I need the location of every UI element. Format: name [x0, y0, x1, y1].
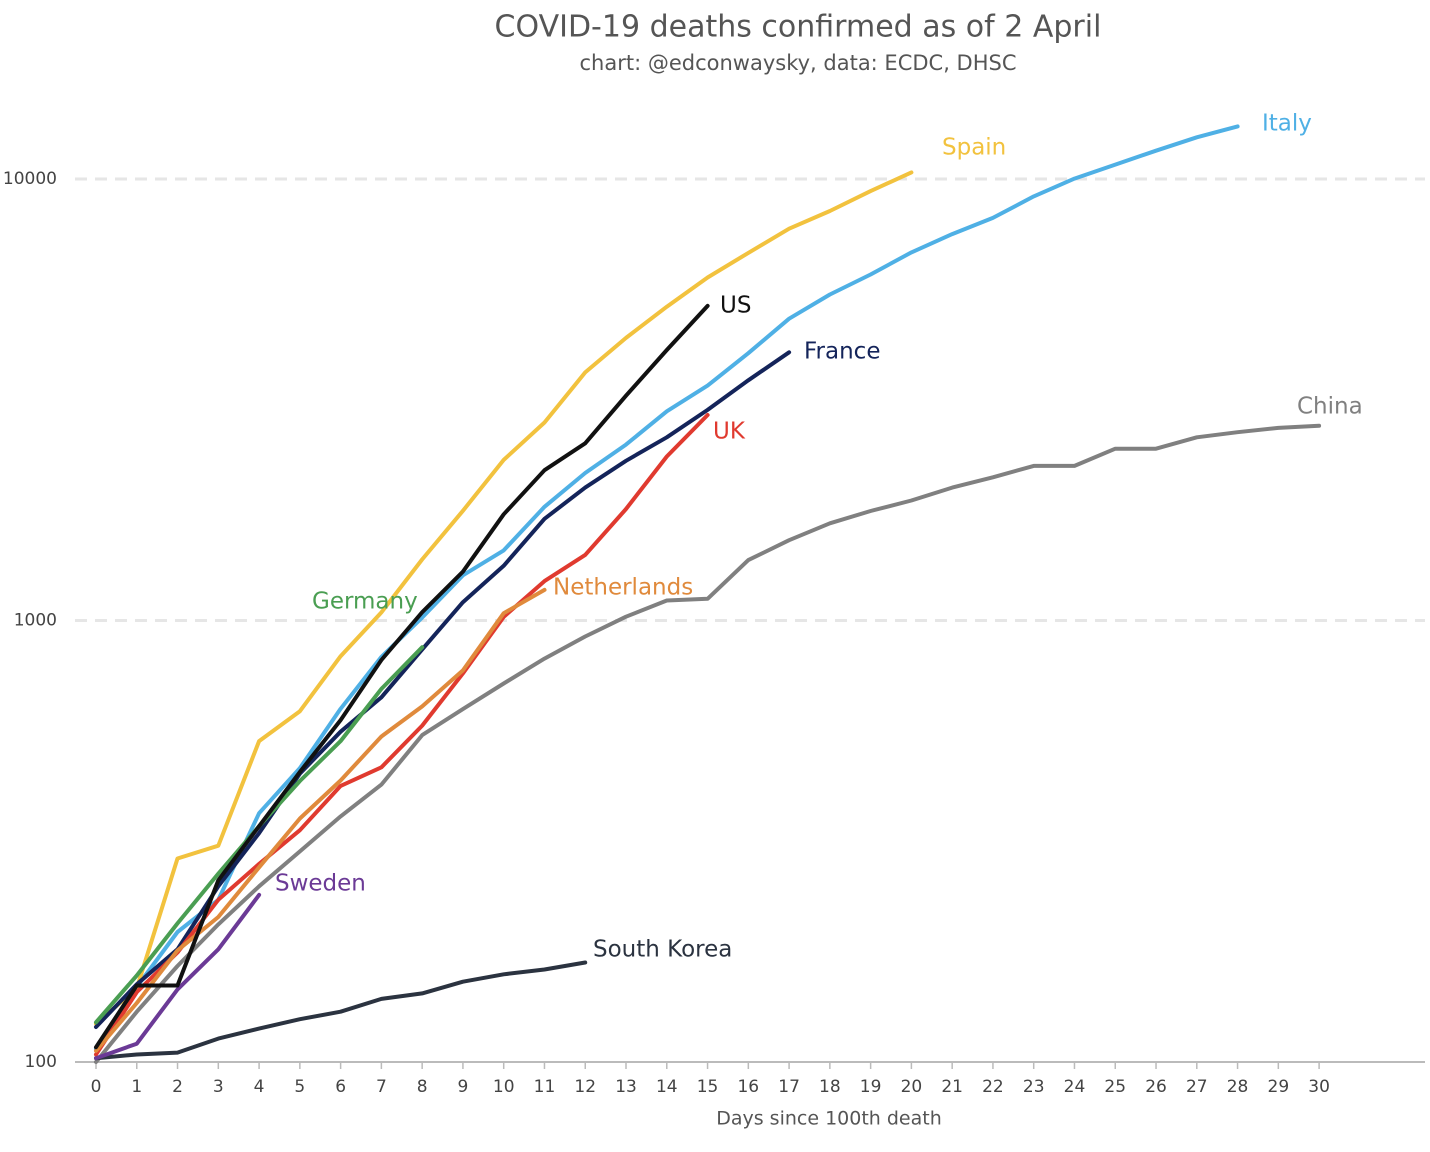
x-tick-label: 16 [737, 1077, 759, 1097]
x-tick-label: 13 [615, 1077, 637, 1097]
series-label: UK [713, 419, 746, 445]
series-label: Spain [942, 135, 1006, 161]
x-tick-label: 14 [656, 1077, 678, 1097]
x-tick-label: 11 [534, 1077, 556, 1097]
x-tick-label: 25 [1104, 1077, 1126, 1097]
x-tick-label: 23 [1023, 1077, 1045, 1097]
series-line [94, 587, 547, 1053]
y-tick-label: 100 [25, 1052, 57, 1072]
series-line [94, 303, 710, 1050]
series-label: US [720, 293, 751, 319]
series-line [94, 413, 710, 1057]
series-line [94, 170, 914, 1026]
series-label: Germany [312, 589, 418, 615]
series-label: Sweden [275, 871, 366, 897]
x-tick-label: 21 [941, 1077, 963, 1097]
chart-subtitle: chart: @edconwaysky, data: ECDC, DHSC [579, 51, 1016, 75]
series-label: Italy [1262, 111, 1312, 137]
x-tick-label: 15 [697, 1077, 719, 1097]
x-tick-label: 5 [294, 1077, 305, 1097]
series-line [94, 892, 262, 1061]
x-tick-label: 24 [1064, 1077, 1086, 1097]
x-tick-label: 9 [458, 1077, 469, 1097]
x-tick-label: 3 [213, 1077, 224, 1097]
x-tick-label: 26 [1145, 1077, 1167, 1097]
x-tick-label: 8 [417, 1077, 428, 1097]
x-tick-label: 7 [376, 1077, 387, 1097]
x-tick-label: 0 [91, 1077, 102, 1097]
x-tick-label: 17 [778, 1077, 800, 1097]
x-tick-label: 28 [1227, 1077, 1249, 1097]
series-label: South Korea [593, 937, 732, 963]
x-tick-label: 29 [1268, 1077, 1290, 1097]
x-tick-label: 19 [860, 1077, 882, 1097]
series-line [94, 124, 1240, 1051]
x-tick-label: 1 [131, 1077, 142, 1097]
x-tick-label: 10 [493, 1077, 515, 1097]
series-label: France [804, 339, 880, 365]
chart-title: COVID-19 deaths confirmed as of 2 April [495, 10, 1102, 45]
series-label: Netherlands [553, 575, 693, 601]
series-line [94, 960, 588, 1061]
x-tick-label: 4 [254, 1077, 265, 1097]
series-line [94, 423, 1322, 1064]
y-tick-label: 10000 [3, 169, 57, 189]
x-tick-label: 6 [335, 1077, 346, 1097]
x-tick-label: 2 [172, 1077, 183, 1097]
x-tick-label: 20 [901, 1077, 923, 1097]
x-tick-label: 27 [1186, 1077, 1208, 1097]
series-label: China [1297, 394, 1363, 420]
x-tick-label: 30 [1308, 1077, 1330, 1097]
x-tick-label: 22 [982, 1077, 1004, 1097]
x-tick-label: 18 [819, 1077, 841, 1097]
x-axis-label: Days since 100th death [716, 1108, 942, 1130]
x-tick-label: 12 [574, 1077, 596, 1097]
y-tick-label: 1000 [14, 611, 57, 631]
